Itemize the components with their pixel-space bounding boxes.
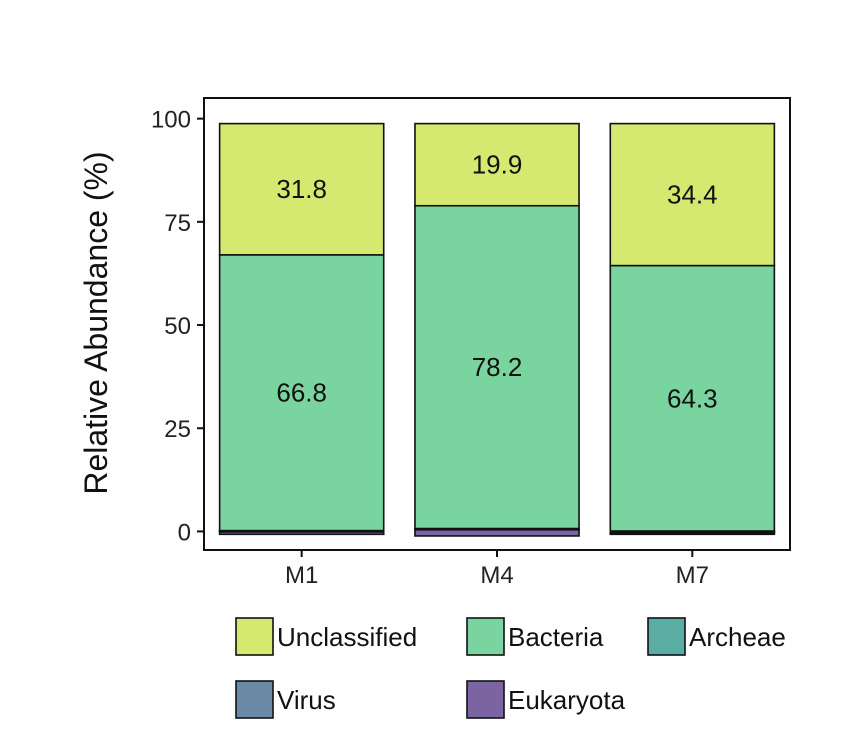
y-tick-label: 25 bbox=[164, 416, 191, 443]
data-label-bacteria-m4: 78.2 bbox=[472, 352, 523, 382]
legend-label-bacteria: Bacteria bbox=[508, 622, 604, 652]
x-axis: M1 M4 M7 bbox=[285, 550, 709, 589]
legend-key-virus bbox=[235, 680, 274, 719]
legend-key-archeae bbox=[647, 617, 686, 656]
x-tick-label-m1: M1 bbox=[285, 562, 318, 589]
legend: Unclassified Bacteria Archeae Virus Eukaryot… bbox=[235, 617, 786, 719]
legend-key-eukaryota bbox=[466, 680, 505, 719]
data-label-unclassified-m4: 19.9 bbox=[472, 150, 523, 180]
data-label-bacteria-m1: 66.8 bbox=[276, 378, 327, 408]
y-axis-title: Relative Abundance (%) bbox=[78, 151, 114, 494]
legend-key-unclassified bbox=[235, 617, 274, 656]
y-axis: 0 25 50 75 100 bbox=[151, 107, 204, 546]
data-label-bacteria-m7: 64.3 bbox=[667, 383, 718, 413]
x-tick-label-m4: M4 bbox=[480, 562, 513, 589]
data-labels-layer: 31.8 66.8 19.9 78.2 34.4 64.3 bbox=[276, 150, 717, 414]
bar-segment-unclassified-m4 bbox=[414, 122, 580, 207]
bars-layer bbox=[218, 122, 776, 537]
legend-label-archeae: Archeae bbox=[689, 622, 786, 652]
legend-label-unclassified: Unclassified bbox=[277, 622, 417, 652]
legend-key-bacteria bbox=[466, 617, 505, 656]
y-tick-label: 50 bbox=[164, 313, 191, 340]
bar-segment-bacteria-m4 bbox=[414, 204, 580, 530]
y-tick-label: 100 bbox=[151, 107, 191, 134]
bar-segment-unclassified-m7 bbox=[609, 122, 776, 267]
bar-segment-unclassified-m1 bbox=[218, 122, 385, 256]
y-tick-label: 75 bbox=[164, 210, 191, 237]
bar-segment-bacteria-m7 bbox=[609, 264, 776, 532]
y-tick-label: 0 bbox=[178, 519, 191, 546]
bar-segment-bacteria-m1 bbox=[218, 254, 385, 532]
legend-label-eukaryota: Eukaryota bbox=[508, 685, 626, 715]
x-tick-label-m7: M7 bbox=[676, 562, 709, 589]
data-label-unclassified-m7: 34.4 bbox=[667, 180, 718, 210]
legend-label-virus: Virus bbox=[277, 685, 336, 715]
data-label-unclassified-m1: 31.8 bbox=[276, 174, 327, 204]
